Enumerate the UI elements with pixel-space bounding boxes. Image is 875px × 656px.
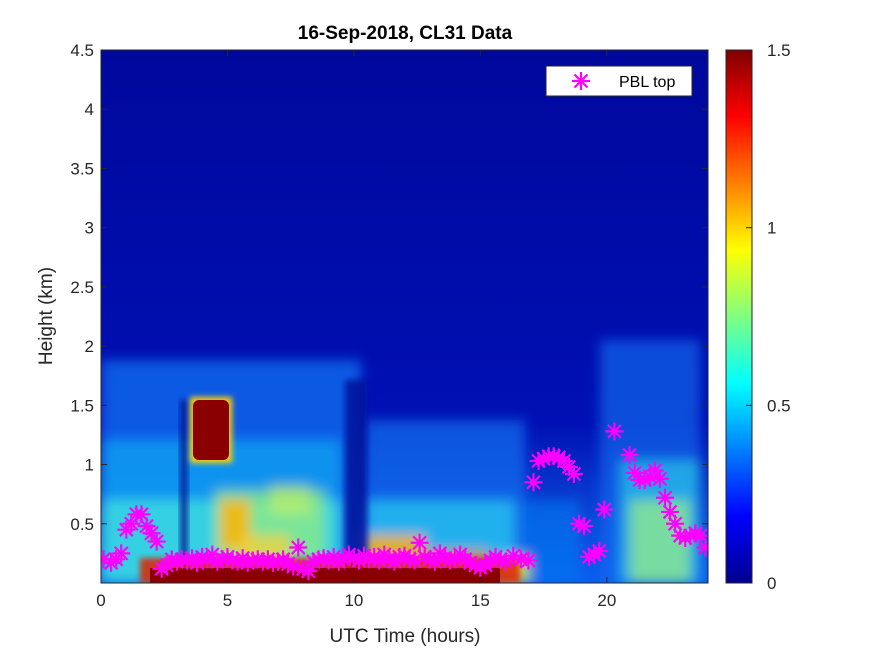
pbl-point (654, 487, 676, 508)
pbl-point (146, 531, 167, 552)
y-tick-label: 3.5 (70, 159, 94, 178)
y-tick-label: 2.5 (70, 278, 94, 297)
pbl-point (563, 463, 585, 485)
colorbar-tick-label: 0 (767, 574, 776, 593)
colorbar-tick-label: 1.5 (767, 41, 791, 60)
x-tick-label: 0 (96, 591, 105, 610)
pbl-point (518, 550, 539, 571)
pbl-point (594, 499, 615, 520)
pbl-point (649, 468, 671, 489)
legend: PBL top (545, 65, 693, 97)
x-tick-label: 15 (471, 591, 490, 610)
x-tick-label: 5 (223, 591, 232, 610)
y-tick-label: 3 (85, 219, 94, 238)
y-tick-label: 4.5 (70, 41, 94, 60)
pbl-point (573, 516, 595, 537)
pbl-point (298, 561, 319, 582)
backscatter-heatmap (101, 50, 708, 583)
legend-entry-pbl-top: PBL top (619, 74, 675, 91)
x-tick-label: 20 (597, 591, 616, 610)
plot-frame (100, 49, 709, 584)
y-axis: 0.5 1 1.5 2 2.5 3 3.5 4 4.5 (70, 41, 708, 534)
legend-marker-icon (570, 70, 592, 92)
pbl-point (619, 444, 640, 466)
x-axis: 0 5 10 15 20 (96, 50, 616, 610)
colorbar: 0 0.5 1 1.5 (725, 41, 791, 593)
y-tick-label: 4 (85, 100, 94, 119)
pbl-point (111, 543, 132, 564)
pbl-point (523, 472, 544, 493)
pbl-point (604, 421, 625, 442)
x-axis-label: UTC Time (hours) (330, 626, 481, 647)
colorbar-tick-label: 0.5 (767, 396, 791, 415)
y-tick-label: 1.5 (70, 396, 94, 415)
pbl-point (288, 537, 309, 558)
y-tick-label: 2 (85, 337, 94, 356)
y-axis-label: Height (km) (36, 267, 57, 365)
pbl-point (589, 540, 610, 562)
chart-title: 16-Sep-2018, CL31 Data (298, 23, 513, 44)
y-tick-label: 1 (85, 456, 94, 475)
colorbar-tick-label: 1 (767, 219, 776, 238)
x-tick-label: 10 (344, 591, 363, 610)
pbl-point (409, 532, 430, 553)
pbl-point (695, 537, 708, 558)
y-tick-label: 0.5 (70, 515, 94, 534)
